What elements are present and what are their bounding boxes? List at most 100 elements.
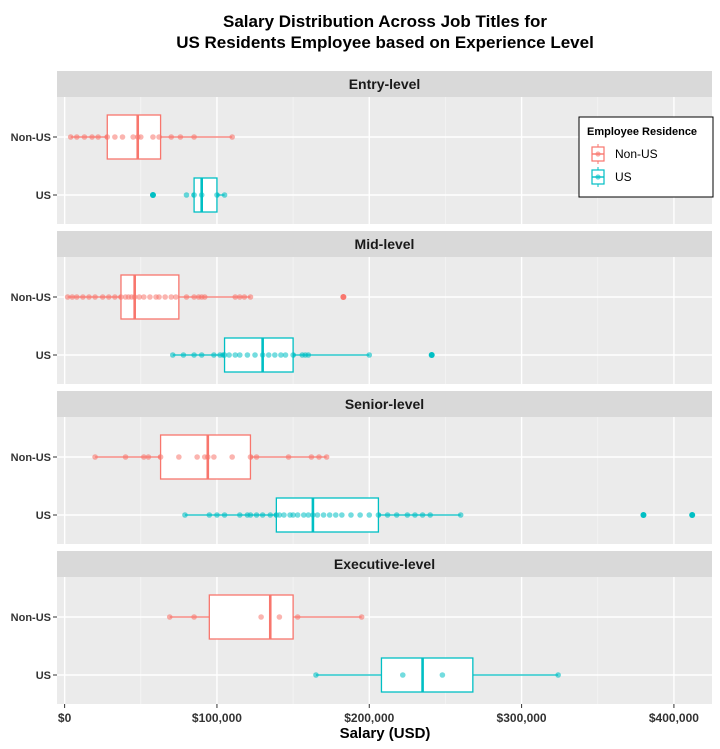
data-point <box>358 614 365 620</box>
data-point <box>118 294 124 300</box>
data-point <box>104 134 111 140</box>
data-point <box>357 512 363 518</box>
strip-executive-level <box>57 551 712 577</box>
y-tick-label: US <box>36 190 51 202</box>
data-point <box>282 352 289 358</box>
y-tick-label: US <box>36 670 51 682</box>
outlier-point <box>428 352 435 358</box>
y-tick-label: US <box>36 350 51 362</box>
data-point <box>276 512 283 518</box>
y-tick-label: Non-US <box>11 292 51 304</box>
panel-entry-level: Entry-level Non-US US <box>11 71 712 224</box>
panel-mid-level: Mid-level Non-US US <box>11 231 712 384</box>
boxplot-senior-level-non-us <box>92 434 330 480</box>
outlier-point <box>340 294 347 300</box>
data-point <box>226 352 232 358</box>
data-point <box>157 454 164 460</box>
data-point <box>276 614 283 620</box>
legend-entry-non-us: Non-US <box>591 144 658 164</box>
data-point <box>247 454 254 460</box>
data-point <box>194 454 200 460</box>
data-point <box>168 294 175 300</box>
data-point <box>221 352 228 358</box>
legend-title: Employee Residence <box>587 126 697 138</box>
boxplot-executive-level-non-us <box>166 594 365 640</box>
data-point <box>305 512 312 518</box>
box-iqr <box>380 657 474 693</box>
strip-senior-level <box>57 391 712 417</box>
data-point <box>92 454 98 460</box>
data-point <box>326 512 333 518</box>
data-point <box>232 352 239 358</box>
legend-label: US <box>615 170 632 184</box>
data-point <box>439 672 446 678</box>
data-point <box>191 192 197 198</box>
boxplot-entry-level-us <box>149 177 228 213</box>
legend-key-point <box>595 151 601 157</box>
box-iqr <box>159 434 252 480</box>
box-iqr <box>193 177 218 213</box>
boxplot-entry-level-non-us <box>67 114 235 160</box>
y-tick-label: Non-US <box>11 132 51 144</box>
data-point <box>366 512 373 518</box>
x-tick-label: $200,000 <box>344 711 394 725</box>
data-point <box>290 512 296 518</box>
strip-mid-level <box>57 231 712 257</box>
data-point <box>265 352 272 358</box>
data-point <box>156 134 162 140</box>
data-point <box>229 454 235 460</box>
data-point <box>64 294 71 300</box>
y-tick-label: US <box>36 510 51 522</box>
data-point <box>272 352 278 358</box>
data-point <box>137 134 144 140</box>
legend-entry-us: US <box>591 167 632 187</box>
boxplot-executive-level-us <box>313 657 561 693</box>
data-point <box>130 134 136 140</box>
data-point <box>281 512 287 518</box>
data-point <box>300 512 307 518</box>
panel-senior-level: Senior-level Non-US US <box>11 391 712 544</box>
x-tick-label: $300,000 <box>497 711 547 725</box>
y-tick-label: Non-US <box>11 452 51 464</box>
boxplot-mid-level-us <box>169 337 435 373</box>
boxplot-senior-level-us <box>182 497 696 533</box>
data-point <box>320 512 327 518</box>
legend-label: Non-US <box>615 147 658 161</box>
data-point <box>214 192 220 198</box>
data-point <box>258 614 264 620</box>
data-point <box>375 512 382 518</box>
data-point <box>332 512 339 518</box>
panel-bg-senior-level <box>57 417 712 544</box>
x-axis: $0 $100,000 $200,000 $300,000 $400,000 <box>58 704 699 725</box>
x-tick-label: $400,000 <box>649 711 699 725</box>
data-point <box>399 672 406 678</box>
data-point <box>119 134 126 140</box>
data-point <box>173 294 179 300</box>
boxplot-mid-level-non-us <box>64 274 347 320</box>
data-point <box>162 294 168 300</box>
data-point <box>244 352 251 358</box>
strip-label-entry-level: Entry-level <box>349 76 421 92</box>
data-point <box>348 512 354 518</box>
data-point <box>252 352 258 358</box>
outlier-point <box>640 512 647 518</box>
data-point <box>236 352 243 358</box>
strip-entry-level <box>57 71 712 97</box>
facet-panels: Entry-levelNon-USUSMid-levelNon-USUSSeni… <box>11 71 712 704</box>
data-point <box>141 294 147 300</box>
data-point <box>150 134 156 140</box>
x-axis-title: Salary (USD) <box>340 725 431 742</box>
strip-label-executive-level: Executive-level <box>334 556 435 572</box>
legend-key-point <box>595 174 601 180</box>
strip-label-senior-level: Senior-level <box>345 396 424 412</box>
panel-executive-level: Executive-level Non-US US <box>11 551 712 704</box>
data-point <box>147 294 153 300</box>
chart-title-line-2: US Residents Employee based on Experienc… <box>176 33 594 52</box>
data-point <box>278 352 284 358</box>
x-tick-label: $100,000 <box>192 711 242 725</box>
data-point <box>183 192 190 198</box>
y-tick-label: Non-US <box>11 612 51 624</box>
chart-title-line-1: Salary Distribution Across Job Titles fo… <box>223 12 547 31</box>
data-point <box>211 454 217 460</box>
